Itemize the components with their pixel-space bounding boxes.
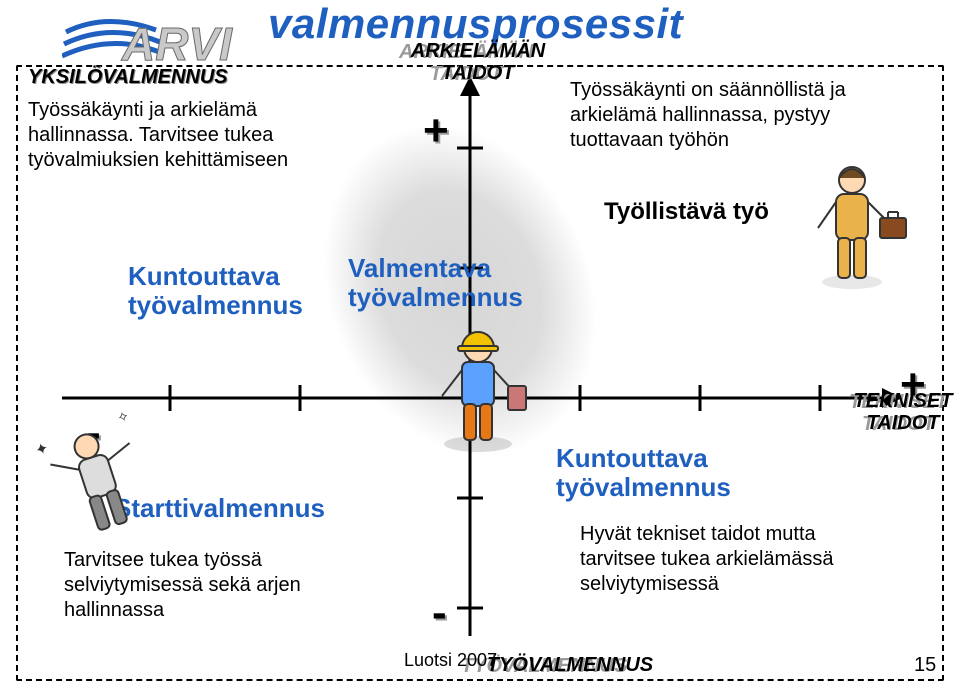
item-kuntouttava-top: Kuntouttavatyövalmennus (128, 262, 303, 319)
x-axis-title: TYÖVALMENNUSTYÖVALMENNUS (460, 654, 680, 676)
q1-heading: YKSILÖVALMENNUSYKSILÖVALMENNUS (28, 66, 228, 89)
svg-text:✦: ✦ (34, 440, 51, 460)
sign-y_minus: -- (432, 588, 447, 638)
page-number: 15 (914, 654, 936, 677)
item-kuntouttava-bottom: Kuntouttavatyövalmennus (556, 444, 731, 501)
q1-body: Työssäkäynti ja arkielämä hallinnassa. T… (28, 98, 328, 173)
q4-body: Hyvät tekniset taidot mutta tarvitsee tu… (580, 522, 880, 597)
briefcase-man-icon (794, 142, 914, 292)
svg-text:✧: ✧ (115, 410, 131, 426)
q3-body: Tarvitsee tukea työssä selviytymisessä s… (64, 548, 384, 623)
worker-icon (418, 304, 538, 454)
sign-y_plus: ++ (423, 106, 449, 156)
falling-man-icon: ✦ ✧ (34, 410, 164, 540)
item-valmentava: Valmentavatyövalmennus (348, 254, 523, 311)
footer-text: Luotsi 2007 (404, 650, 497, 671)
x-plus-label: TEKNISETTAIDOTTEKNISETTAIDOT (848, 390, 958, 434)
y-axis-title: ARKIELÄMÄNTAIDOTARKIELÄMÄNTAIDOT (398, 40, 558, 84)
q2-subheading: Työllistävä työ (604, 198, 769, 226)
